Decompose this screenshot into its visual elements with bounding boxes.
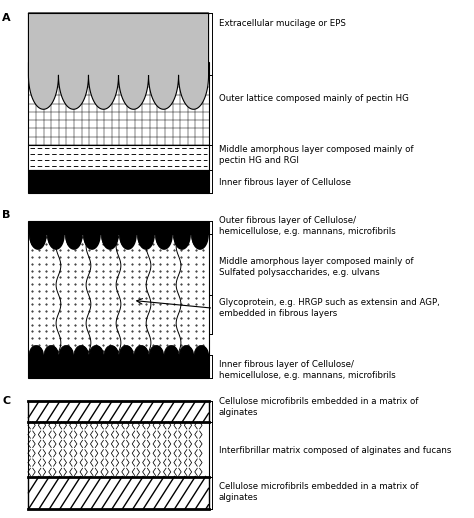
- Text: Outer lattice composed mainly of pectin HG: Outer lattice composed mainly of pectin …: [219, 94, 409, 103]
- Bar: [28, 401, 209, 422]
- Bar: [28, 477, 209, 509]
- Text: Outer fibrous layer of Cellulose/
hemicellulose, e.g. mannans, microfibrils: Outer fibrous layer of Cellulose/ hemice…: [219, 217, 396, 236]
- Polygon shape: [28, 13, 209, 109]
- Text: Extracellular mucilage or EPS: Extracellular mucilage or EPS: [219, 19, 346, 28]
- Bar: [28, 62, 209, 145]
- Text: Inner fibrous layer of Cellulose/
hemicellulose, e.g. mannans, microfibrils: Inner fibrous layer of Cellulose/ hemice…: [219, 361, 396, 380]
- Text: Cellulose microfibrils embedded in a matrix of
alginates: Cellulose microfibrils embedded in a mat…: [219, 482, 419, 502]
- Bar: [28, 422, 209, 477]
- Bar: [28, 145, 209, 170]
- Text: A: A: [2, 13, 11, 23]
- Text: Interfibrillar matrix composed of alginates and fucans: Interfibrillar matrix composed of algina…: [219, 446, 451, 455]
- Text: B: B: [2, 210, 11, 220]
- Bar: [28, 62, 209, 145]
- Bar: [28, 13, 209, 75]
- Text: Cellulose microfibrils embedded in a matrix of
alginates: Cellulose microfibrils embedded in a mat…: [219, 397, 419, 416]
- Bar: [28, 170, 209, 193]
- Text: Middle amorphous layer composed mainly of
Sulfated polysaccharides, e.g. ulvans: Middle amorphous layer composed mainly o…: [219, 257, 413, 277]
- Bar: [28, 221, 209, 234]
- Bar: [28, 234, 209, 355]
- Text: Middle amorphous layer composed mainly of
pectin HG and RGI: Middle amorphous layer composed mainly o…: [219, 146, 413, 165]
- Text: Inner fibrous layer of Cellulose: Inner fibrous layer of Cellulose: [219, 178, 351, 187]
- Text: C: C: [2, 396, 10, 406]
- Text: Glycoprotein, e.g. HRGP such as extensin and AGP,
embedded in fibrous layers: Glycoprotein, e.g. HRGP such as extensin…: [219, 298, 440, 318]
- Bar: [28, 355, 209, 378]
